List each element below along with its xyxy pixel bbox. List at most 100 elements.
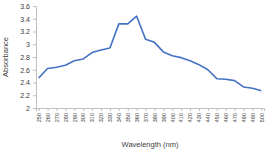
- x-tick: 290: [72, 108, 78, 122]
- x-tick: 320: [98, 108, 104, 122]
- x-tick-mark: [92, 108, 93, 111]
- x-tick: 380: [152, 108, 158, 122]
- x-tick-label: 400: [170, 113, 176, 122]
- x-tick: 420: [187, 108, 193, 122]
- y-axis: 2 2.2 2.4 2.6 2.8 3 3.2 3.4 3.6: [20, 3, 36, 112]
- x-tick: 270: [54, 108, 60, 122]
- x-tick: 400: [170, 108, 176, 122]
- y-tick-label: 3: [26, 41, 30, 48]
- x-tick-mark: [39, 108, 40, 111]
- x-tick: 410: [178, 108, 184, 122]
- x-tick-label: 250: [36, 113, 42, 122]
- x-tick-label: 340: [116, 113, 122, 122]
- x-tick-label: 300: [80, 113, 86, 122]
- x-tick-label: 360: [134, 113, 140, 122]
- x-tick: 370: [143, 108, 149, 122]
- x-tick: 490: [250, 108, 256, 122]
- x-axis-line: [37, 109, 265, 112]
- x-tick-mark: [217, 108, 218, 111]
- plot: 2 2.2 2.4 2.6 2.8 3 3.2 3.4 3.6 25026027028029030…: [20, 3, 264, 122]
- x-tick-mark: [172, 108, 173, 111]
- x-tick: 250: [36, 108, 42, 122]
- y-tick-label: 2.8: [20, 54, 30, 61]
- x-tick-label: 420: [187, 113, 193, 122]
- x-tick: 450: [214, 108, 220, 122]
- x-tick-label: 440: [205, 113, 211, 122]
- y-tick: 3.6: [20, 3, 36, 10]
- y-axis-line: [33, 7, 37, 109]
- x-tick-label: 350: [125, 113, 131, 122]
- x-tick: 390: [161, 108, 167, 122]
- y-tick-mark: [33, 57, 36, 58]
- x-tick-mark: [199, 108, 200, 111]
- x-tick: 360: [134, 108, 140, 122]
- y-tick-mark: [33, 6, 36, 7]
- x-tick-label: 320: [98, 113, 104, 122]
- x-tick-label: 290: [72, 113, 78, 122]
- y-tick-label: 2.6: [20, 66, 30, 73]
- x-tick-mark: [101, 108, 102, 111]
- y-tick: 2: [26, 105, 36, 112]
- x-tick-label: 450: [214, 113, 220, 122]
- y-tick-label: 3.4: [20, 15, 30, 22]
- x-tick: 430: [196, 108, 202, 122]
- x-tick-mark: [74, 108, 75, 111]
- x-tick-mark: [56, 108, 57, 111]
- x-tick-mark: [110, 108, 111, 111]
- x-tick-mark: [137, 108, 138, 111]
- y-tick-label: 3.2: [20, 28, 30, 35]
- x-tick-mark: [48, 108, 49, 111]
- x-tick-label: 310: [89, 113, 95, 122]
- x-tick-mark: [83, 108, 84, 111]
- y-tick: 2.4: [20, 79, 36, 86]
- x-tick-label: 490: [250, 113, 256, 122]
- x-tick-mark: [181, 108, 182, 111]
- x-tick-mark: [244, 108, 245, 111]
- x-tick-label: 430: [196, 113, 202, 122]
- chart: 2 2.2 2.4 2.6 2.8 3 3.2 3.4 3.6 25026027028029030…: [0, 0, 272, 150]
- y-tick-mark: [33, 32, 36, 33]
- y-tick-mark: [33, 19, 36, 20]
- x-tick: 310: [89, 108, 95, 122]
- x-axis: 2502602702802903003103203303403503603703…: [36, 108, 265, 122]
- y-tick: 3.4: [20, 15, 36, 22]
- x-tick-mark: [235, 108, 236, 111]
- x-tick-label: 330: [107, 113, 113, 122]
- x-tick: 480: [241, 108, 247, 122]
- y-tick: 2.2: [20, 92, 36, 99]
- x-tick: 340: [116, 108, 122, 122]
- x-tick: 440: [205, 108, 211, 122]
- y-tick-label: 2.4: [20, 79, 30, 86]
- x-tick-label: 470: [232, 113, 238, 122]
- x-tick-label: 260: [45, 113, 51, 122]
- x-tick-label: 380: [152, 113, 158, 122]
- x-tick: 260: [45, 108, 51, 122]
- x-tick-mark: [208, 108, 209, 111]
- x-tick-mark: [163, 108, 164, 111]
- x-tick: 470: [232, 108, 238, 122]
- y-tick-mark: [33, 108, 36, 109]
- x-tick-label: 370: [143, 113, 149, 122]
- y-tick: 3.2: [20, 28, 36, 35]
- x-tick-label: 460: [223, 113, 229, 122]
- y-tick: 2.6: [20, 66, 36, 73]
- x-tick-label: 390: [161, 113, 167, 122]
- series: [39, 16, 262, 91]
- y-tick-label: 2: [26, 105, 30, 112]
- y-axis-title: Absorbance: [1, 37, 10, 77]
- x-tick: 460: [223, 108, 229, 122]
- x-tick-mark: [226, 108, 227, 111]
- x-tick-mark: [252, 108, 253, 111]
- x-tick: 500: [259, 108, 265, 122]
- y-tick-label: 2.2: [20, 92, 30, 99]
- x-tick-label: 280: [63, 113, 69, 122]
- x-tick-mark: [190, 108, 191, 111]
- y-tick-mark: [33, 95, 36, 96]
- x-tick-mark: [119, 108, 120, 111]
- y-tick: 3: [26, 41, 36, 48]
- x-tick-label: 500: [259, 113, 265, 122]
- x-tick-mark: [261, 108, 262, 111]
- y-tick-label: 3.6: [20, 3, 30, 10]
- y-tick-mark: [33, 70, 36, 71]
- y-tick-mark: [33, 83, 36, 84]
